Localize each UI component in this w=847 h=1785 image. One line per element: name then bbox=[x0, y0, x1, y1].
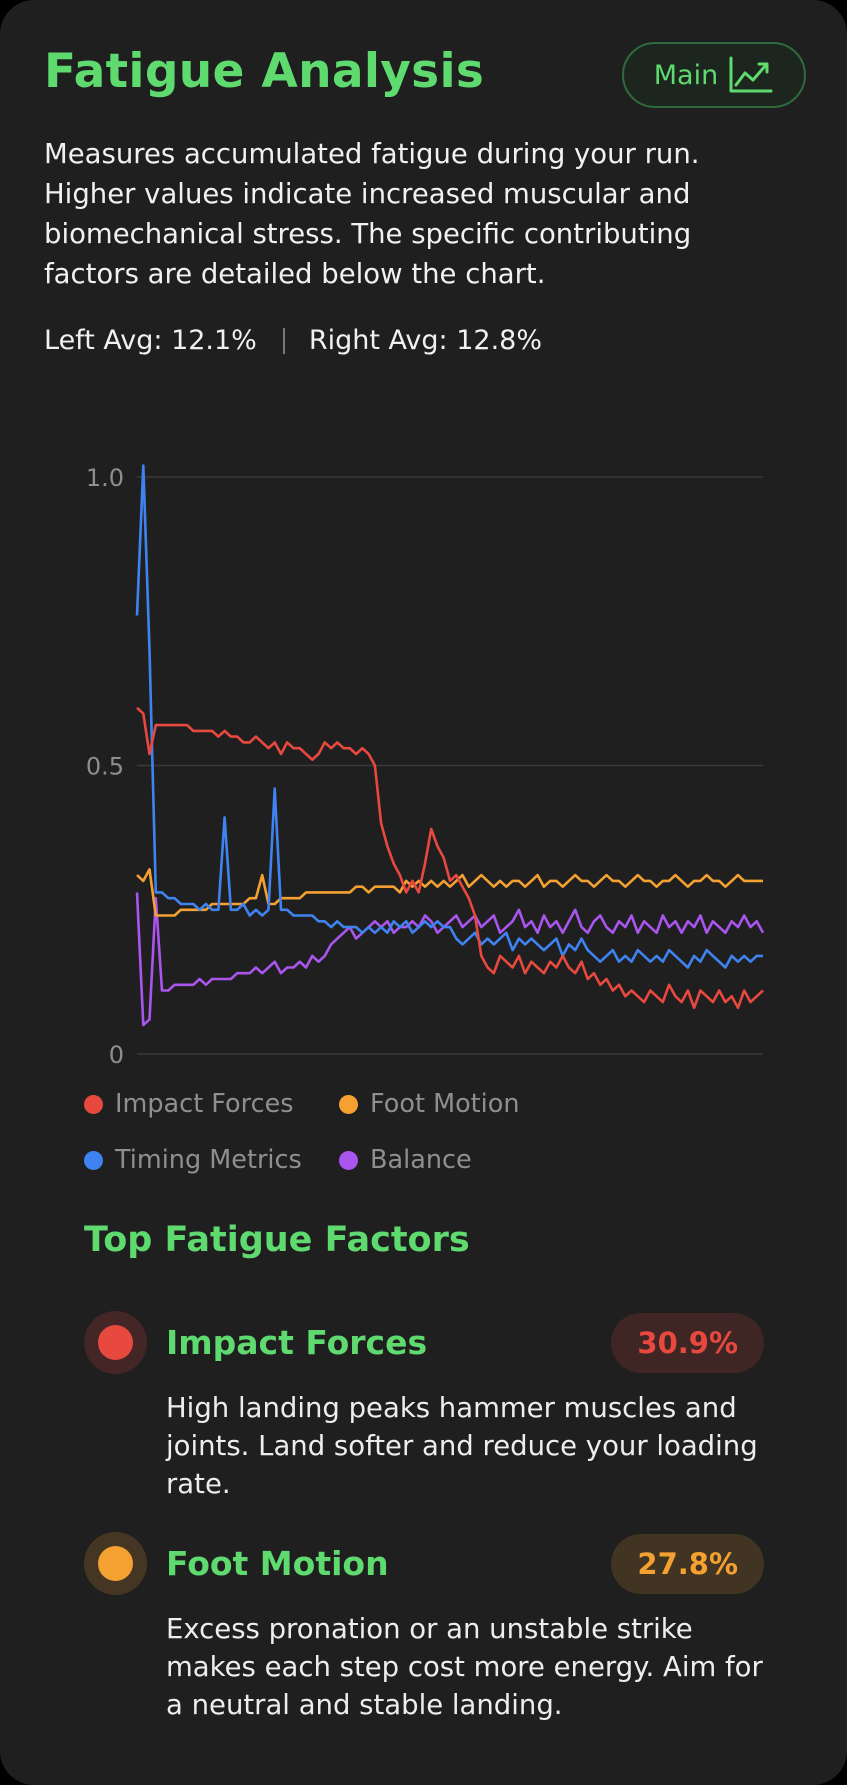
legend-label: Impact Forces bbox=[115, 1089, 294, 1119]
factors-section-title: Top Fatigue Factors bbox=[84, 1220, 470, 1260]
right-average: Right Avg: 12.8% bbox=[308, 325, 542, 356]
y-tick-label: 0 bbox=[109, 1041, 124, 1069]
series-line-impact-forces bbox=[136, 706, 764, 1010]
factor-description: High landing peaks hammer muscles and jo… bbox=[166, 1392, 758, 1500]
series-line-balance bbox=[135, 892, 765, 1027]
legend-item: Balance bbox=[339, 1144, 594, 1176]
trend-chart-icon bbox=[729, 56, 773, 93]
main-button[interactable]: Main bbox=[622, 42, 806, 108]
factor-percent-badge: 30.9% bbox=[611, 1313, 764, 1373]
series-line-foot-motion bbox=[136, 868, 763, 917]
left-average: Left Avg: 12.1% bbox=[44, 325, 257, 356]
fatigue-line-chart: 0 0.5 1.0 bbox=[86, 464, 765, 1069]
averages-row: Left Avg: 12.1% Right Avg: 12.8% bbox=[44, 325, 542, 356]
legend-label: Foot Motion bbox=[370, 1089, 520, 1119]
main-button-label: Main bbox=[653, 59, 719, 91]
factor-name: Impact Forces bbox=[166, 1323, 428, 1362]
foot-motion-indicator bbox=[84, 1532, 147, 1595]
legend-dot bbox=[339, 1094, 358, 1114]
factor-name: Foot Motion bbox=[166, 1544, 389, 1583]
page-title: Fatigue Analysis bbox=[44, 44, 485, 99]
y-tick-label: 1.0 bbox=[86, 464, 124, 492]
factor-foot-motion: Foot Motion 27.8% Excess pronation or an… bbox=[84, 1532, 764, 1724]
legend-item: Impact Forces bbox=[84, 1088, 339, 1120]
legend-dot bbox=[84, 1150, 103, 1170]
chart-legend: Impact Forces Foot Motion Timing Metrics Ba… bbox=[84, 1088, 604, 1176]
series-line-timing-metrics bbox=[135, 464, 763, 969]
factor-description: Excess pronation or an unstable strike m… bbox=[166, 1613, 763, 1721]
description-text: Measures accumulated fatigue during your… bbox=[44, 138, 700, 290]
foot-motion-dot bbox=[98, 1546, 133, 1581]
factor-percent-badge: 27.8% bbox=[611, 1534, 764, 1594]
legend-label: Balance bbox=[370, 1145, 472, 1175]
legend-dot bbox=[339, 1150, 358, 1170]
impact-forces-indicator bbox=[84, 1311, 147, 1374]
averages-divider bbox=[282, 327, 285, 354]
legend-dot bbox=[84, 1094, 103, 1114]
legend-label: Timing Metrics bbox=[115, 1145, 302, 1175]
legend-item: Foot Motion bbox=[339, 1088, 594, 1120]
legend-item: Timing Metrics bbox=[84, 1144, 339, 1176]
factor-impact-forces: Impact Forces 30.9% High landing peaks h… bbox=[84, 1311, 764, 1503]
y-tick-label: 0.5 bbox=[86, 753, 124, 781]
impact-forces-dot bbox=[98, 1325, 133, 1360]
